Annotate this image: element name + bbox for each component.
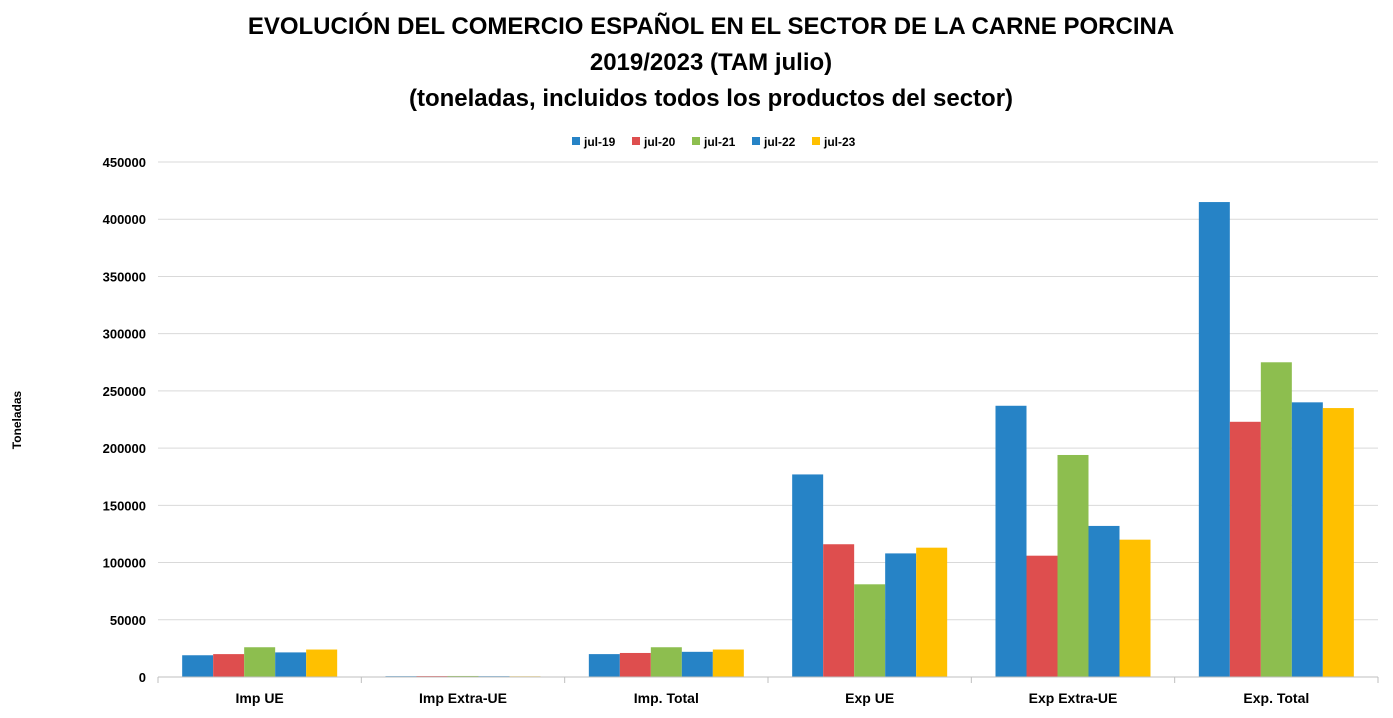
y-tick-label: 450000 xyxy=(103,155,146,170)
bar-jul-23-2 xyxy=(712,649,744,677)
y-tick-label: 350000 xyxy=(103,269,146,284)
chart-title: EVOLUCIÓN DEL COMERCIO ESPAÑOL EN EL SEC… xyxy=(248,12,1174,40)
bar-jul-21-4 xyxy=(1057,454,1089,677)
y-tick-label: 250000 xyxy=(103,384,146,399)
x-tick-label: Exp Extra-UE xyxy=(1029,690,1118,706)
bar-jul-22-3 xyxy=(885,553,917,677)
gridlines xyxy=(158,161,1378,621)
legend-swatch xyxy=(752,137,760,145)
bar-jul-21-2 xyxy=(650,647,682,677)
bar-jul-19-3 xyxy=(792,474,824,677)
chart-subtitle: 2019/2023 (TAM julio) xyxy=(590,49,832,76)
y-tick-label: 400000 xyxy=(103,212,146,227)
bar-jul-22-5 xyxy=(1291,402,1323,677)
bar-jul-23-5 xyxy=(1322,408,1354,677)
chart-title-group: EVOLUCIÓN DEL COMERCIO ESPAÑOL EN EL SEC… xyxy=(248,12,1174,112)
bar-jul-23-3 xyxy=(916,547,948,677)
bar-jul-22-2 xyxy=(681,651,713,677)
x-axis-labels: Imp UE Imp Extra-UE Imp. Total Exp UE Exp Ex… xyxy=(236,690,1310,706)
y-tick-label: 150000 xyxy=(103,498,146,513)
bar-jul-20-0 xyxy=(213,654,245,677)
x-tick-label: Exp. Total xyxy=(1243,690,1309,706)
legend-label: jul-20 xyxy=(643,135,676,149)
x-axis xyxy=(157,676,1379,683)
bar-jul-20-3 xyxy=(823,544,855,677)
y-axis-label: Toneladas xyxy=(10,390,24,449)
bar-jul-20-4 xyxy=(1026,555,1058,677)
legend-label: jul-23 xyxy=(823,135,856,149)
bars xyxy=(182,202,1354,678)
bar-jul-23-4 xyxy=(1119,539,1151,677)
bar-jul-21-0 xyxy=(244,647,276,677)
chart-legend: jul-19 jul-20 jul-21 jul-22 jul-23 xyxy=(572,135,856,149)
bar-jul-19-0 xyxy=(182,655,214,677)
legend-label: jul-21 xyxy=(703,135,736,149)
bar-jul-19-2 xyxy=(588,654,620,677)
legend-label: jul-22 xyxy=(763,135,796,149)
bar-jul-23-0 xyxy=(306,649,338,677)
legend-label: jul-19 xyxy=(583,135,616,149)
y-axis-ticks: 0 50000 100000 150000 200000 250000 300000 3500… xyxy=(103,155,146,685)
bar-jul-22-0 xyxy=(275,652,307,677)
y-tick-label: 50000 xyxy=(110,613,146,628)
y-tick-label: 100000 xyxy=(103,556,146,571)
chart-subtitle-units: (toneladas, incluidos todos los producto… xyxy=(409,85,1013,112)
bar-jul-19-4 xyxy=(995,405,1027,677)
legend-swatch xyxy=(572,137,580,145)
x-tick-label: Imp UE xyxy=(236,690,284,706)
x-tick-label: Imp Extra-UE xyxy=(419,690,507,706)
legend-swatch xyxy=(812,137,820,145)
bar-jul-21-5 xyxy=(1260,362,1292,677)
bar-jul-21-1 xyxy=(447,675,479,677)
y-tick-label: 300000 xyxy=(103,327,146,342)
bar-jul-19-5 xyxy=(1198,202,1230,678)
x-tick-label: Imp. Total xyxy=(634,690,699,706)
bar-jul-21-3 xyxy=(854,584,886,677)
y-tick-label: 0 xyxy=(139,670,146,685)
x-tick-label: Exp UE xyxy=(845,690,894,706)
bar-jul-20-2 xyxy=(619,652,651,677)
legend-swatch xyxy=(632,137,640,145)
legend-swatch xyxy=(692,137,700,145)
bar-jul-22-4 xyxy=(1088,525,1120,677)
y-tick-label: 200000 xyxy=(103,441,146,456)
bar-jul-20-5 xyxy=(1229,421,1261,677)
